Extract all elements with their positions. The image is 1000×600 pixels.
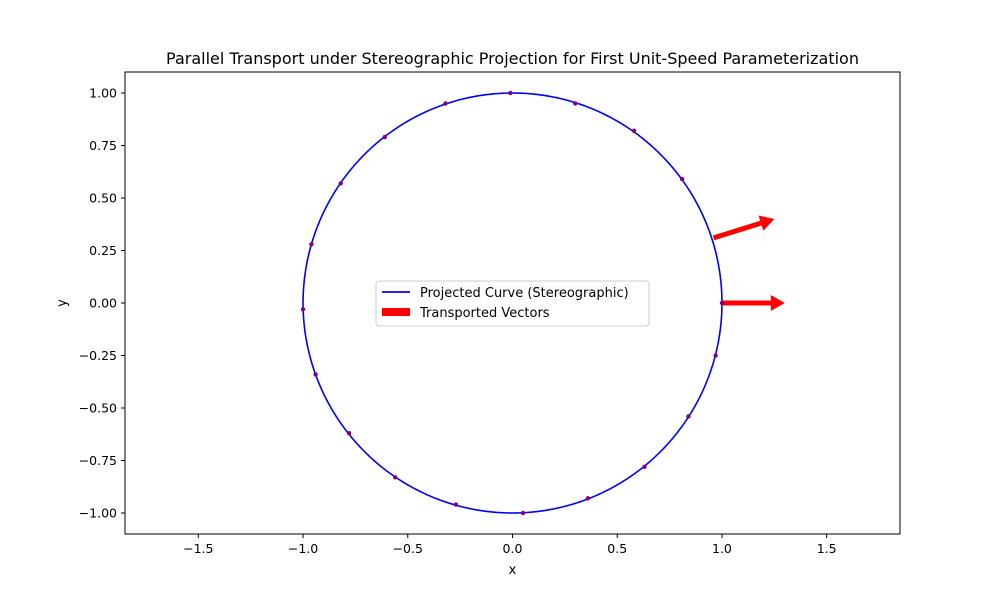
x-tick-label: −1.5	[183, 541, 213, 556]
curve-marker-10	[313, 372, 318, 377]
x-tick-label: 0.5	[607, 541, 627, 556]
legend-label-curve: Projected Curve (Stereographic)	[420, 286, 629, 301]
curve-marker-11	[300, 307, 306, 312]
curve-marker-14	[382, 134, 387, 140]
curve-marker-4	[642, 464, 647, 469]
curve-marker-1	[719, 300, 725, 306]
curve-marker-8	[393, 475, 398, 480]
curve-marker-2	[713, 353, 718, 358]
plot-area	[302, 92, 723, 514]
transported-vector-1	[721, 295, 785, 311]
curve-marker-18	[631, 128, 637, 133]
x-tick-label: 0.0	[503, 541, 523, 556]
curve-marker-3	[686, 414, 691, 419]
x-tick-label: 1.5	[817, 541, 837, 556]
legend-label-vectors: Transported Vectors	[419, 306, 550, 321]
x-tick-label: 1.0	[712, 541, 732, 556]
y-tick-label: −0.75	[79, 453, 117, 468]
legend-swatch-vectors	[382, 308, 410, 316]
curve-marker-7	[453, 502, 459, 507]
y-tick-label: 0.50	[89, 191, 117, 206]
x-axis-label: x	[509, 563, 517, 578]
x-axis-ticks: −1.5 −1.0 −0.5 0.0 0.5 1.0 1.5	[183, 534, 837, 556]
y-tick-label: 0.25	[89, 243, 117, 258]
curve-marker-6	[520, 510, 526, 516]
y-tick-label: −0.25	[79, 348, 117, 363]
curve-marker-15	[443, 101, 448, 106]
y-tick-label: 1.00	[89, 86, 117, 101]
curve-markers	[300, 90, 725, 516]
transported-vector-2	[712, 215, 775, 241]
y-tick-label: 0.00	[89, 296, 117, 311]
curve-marker-17	[573, 101, 578, 106]
y-tick-label: 0.75	[89, 138, 117, 153]
x-tick-label: −0.5	[393, 541, 423, 556]
legend-box	[375, 280, 650, 327]
projected-curve-line	[302, 92, 723, 514]
transported-vectors	[712, 215, 785, 311]
y-axis-label: y	[55, 299, 70, 307]
x-tick-label: −1.0	[288, 541, 318, 556]
curve-marker-9	[346, 431, 352, 436]
y-axis-ticks: 1.00 0.75 0.50 0.25 0.00 −0.25 −0.50 −0.75 −1.00	[79, 86, 125, 521]
curve-marker-5	[585, 496, 591, 501]
chart-title: Parallel Transport under Stereographic P…	[166, 49, 859, 68]
curve-marker-19	[679, 176, 685, 182]
curve-marker-12	[309, 242, 314, 247]
y-tick-label: −0.50	[79, 401, 117, 416]
curve-marker-16	[508, 90, 513, 96]
legend: Projected Curve (Stereographic) Transpor…	[375, 280, 650, 327]
y-tick-label: −1.00	[79, 506, 117, 521]
curve-marker-13	[338, 181, 343, 186]
